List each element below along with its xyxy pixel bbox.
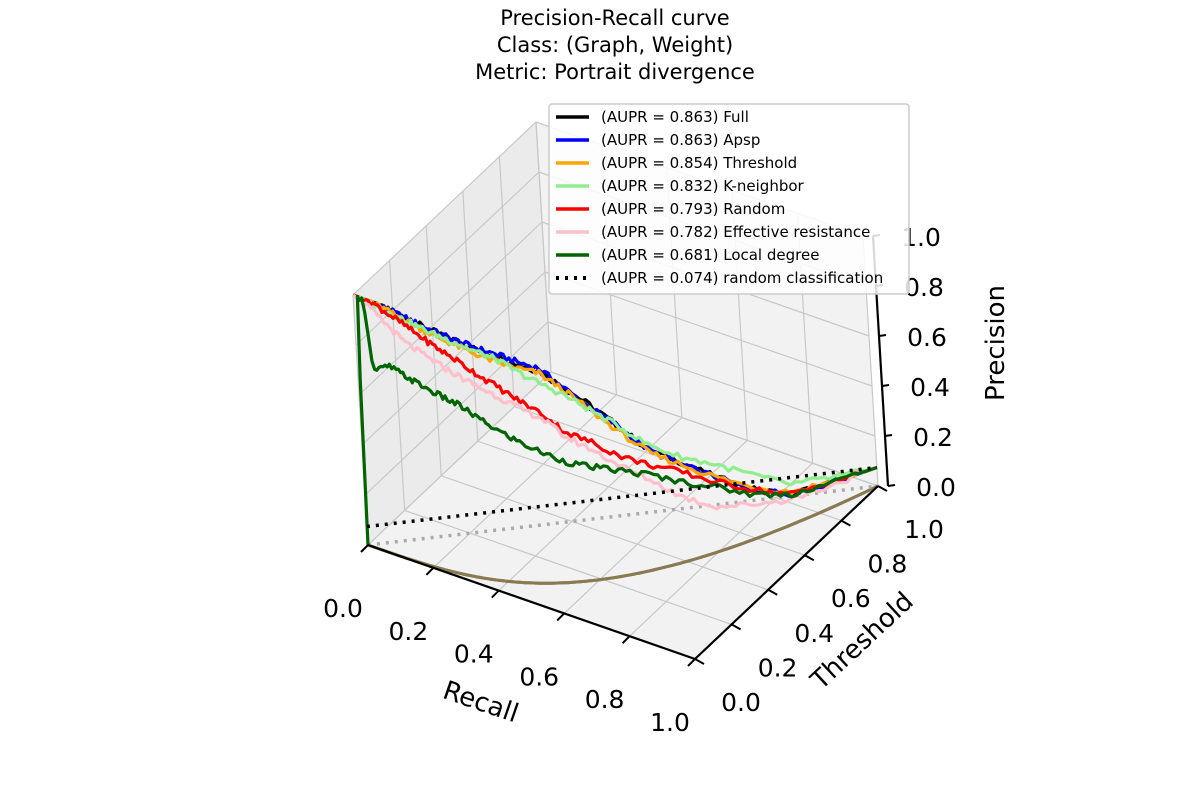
y-tick-label: 0.0 (721, 688, 761, 717)
z-tick-label: 0.4 (910, 373, 950, 402)
x-tick-mark (491, 589, 500, 599)
x-axis-label: Recall (439, 676, 522, 730)
series-3-line (352, 293, 878, 487)
grid-line (355, 171, 540, 346)
y-tick-label: 1.0 (904, 515, 944, 544)
x-tick-mark (360, 544, 369, 553)
series-5-line (351, 293, 878, 511)
legend-entry: (AUPR = 0.863) Full (601, 108, 749, 126)
legend-entry: (AUPR = 0.793) Random (601, 200, 785, 218)
legend-entry: (AUPR = 0.681) Local degree (601, 246, 819, 264)
x-tick-mark (687, 658, 696, 667)
y-tick-label: 0.4 (794, 619, 834, 648)
legend-entry: (AUPR = 0.863) Apsp (601, 131, 760, 149)
legend: (AUPR = 0.863) Full (AUPR = 0.863) Apsp (A… (548, 103, 910, 295)
grid-line (563, 439, 748, 614)
z-tick-label: 0.6 (907, 323, 947, 352)
series-6-line (355, 294, 878, 546)
grid-line (550, 371, 879, 487)
series-4-line (352, 293, 878, 496)
grid-line (547, 321, 876, 437)
y-tick-mark (731, 623, 742, 631)
x-tick-label: 0.4 (454, 640, 494, 669)
z-tick-label: 0.2 (913, 423, 953, 452)
z-tick-mark (881, 384, 890, 387)
x-tick-label: 0.6 (519, 662, 559, 691)
y-tick-mark (694, 658, 705, 665)
title-line-1: Precision-Recall curve (500, 6, 729, 30)
y-tick-mark (767, 588, 778, 596)
x-tick-mark (621, 635, 631, 644)
y-tick-label: 0.2 (758, 653, 798, 682)
grid-line (389, 260, 406, 511)
left-pane (353, 122, 551, 545)
z-tick-label: 0.0 (916, 473, 956, 502)
title-line-3: Metric: Portrait divergence (475, 60, 755, 84)
legend-entry: (AUPR = 0.832) K-neighbor (601, 177, 805, 195)
y-axis-line (694, 485, 879, 660)
z-tick-mark (878, 334, 887, 337)
x-tick-label: 1.0 (650, 708, 690, 737)
grid-line (425, 225, 442, 476)
chart-title: Precision-Recall curve Class: (Graph, We… (475, 6, 755, 84)
tick-labels: 0.0 0.2 0.4 0.6 0.8 1.0 0.0 0.2 0.4 0.6 0.8 1.0 0.0 0… (323, 223, 956, 737)
z-tick-mark (884, 434, 893, 437)
y-tick-mark (840, 519, 851, 527)
z-tick-mark (887, 484, 896, 487)
z-axis-label: Precision (981, 285, 1011, 401)
x-axis-line (367, 543, 696, 661)
x-tick-label: 0.8 (585, 685, 625, 714)
legend-frame (548, 103, 910, 295)
y-tick-label: 0.8 (868, 550, 908, 579)
y-tick-label: 0.6 (831, 584, 871, 613)
grid-line (462, 191, 479, 442)
grid-line (404, 509, 732, 625)
title-line-2: Class: (Graph, Weight) (497, 33, 733, 57)
floor-pane (368, 372, 878, 659)
grid-line (477, 440, 805, 556)
y-tick-mark (804, 554, 815, 562)
legend-entry: (AUPR = 0.074) random classification (601, 269, 883, 287)
grid-line (535, 121, 552, 373)
y-tick-mark (877, 485, 888, 492)
legend-entry: (AUPR = 0.854) Threshold (601, 154, 797, 172)
grid-line (432, 394, 617, 569)
x-tick-mark (556, 612, 565, 622)
x-tick-label: 0.2 (389, 617, 429, 646)
grid-line (352, 121, 537, 296)
legend-entry: (AUPR = 0.782) Effective resistance (601, 223, 870, 241)
z-tick-label: 0.8 (904, 273, 944, 302)
series-2-line (352, 293, 878, 496)
x-tick-label: 0.0 (323, 594, 363, 623)
grid-line (441, 475, 769, 591)
x-tick-mark (425, 567, 435, 576)
pr-curves (351, 293, 878, 546)
grid-line (364, 321, 549, 496)
